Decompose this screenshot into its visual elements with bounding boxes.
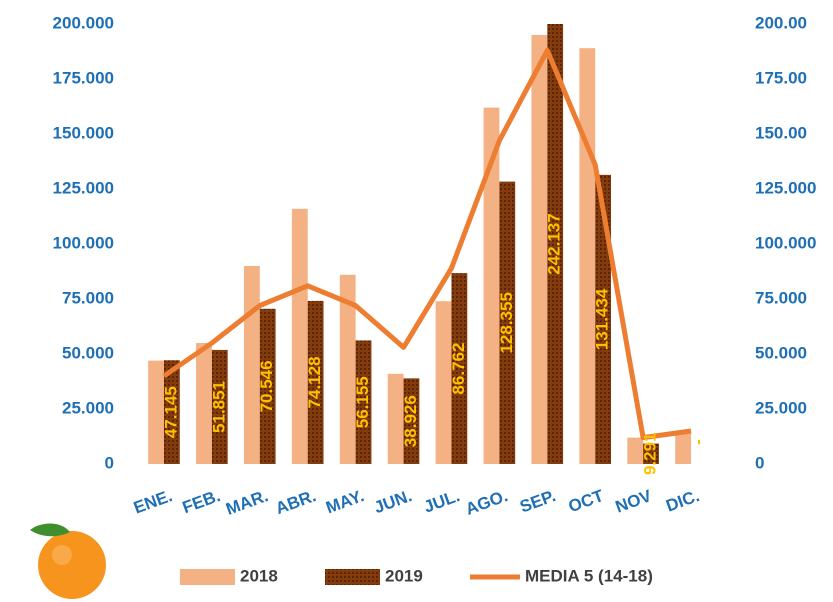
y-tick-label: 150.000	[53, 123, 114, 142]
bar	[355, 340, 372, 464]
y-tick-label: 0	[105, 453, 114, 472]
bar	[148, 360, 164, 464]
y-tick-label: 50.000	[62, 343, 114, 362]
value-label: 86.762	[449, 343, 468, 395]
y2-tick-label: 0	[755, 453, 764, 472]
orange-icon	[30, 523, 106, 599]
x-tick-label: MAR.	[223, 486, 270, 519]
y2-tick-label: 25.000	[755, 398, 807, 417]
value-label: 242.137	[545, 213, 564, 274]
bar	[579, 48, 596, 464]
plot-area	[148, 24, 692, 464]
value-label: 74.128	[305, 356, 324, 408]
legend-swatch	[325, 569, 380, 585]
y-tick-label: 125.000	[53, 178, 114, 197]
bar	[211, 349, 228, 464]
bar	[259, 308, 276, 464]
value-label: 9.291	[641, 433, 660, 476]
value-label: 47.145	[161, 386, 180, 438]
value-label: 38.926	[401, 395, 420, 447]
bar	[499, 181, 516, 464]
legend-label: 2019	[385, 566, 423, 585]
bar	[196, 343, 212, 464]
x-tick-label: NOV	[613, 486, 655, 517]
legend-label: MEDIA 5 (14-18)	[525, 566, 653, 585]
y2-tick-label: 100.000	[755, 233, 816, 252]
x-tick-label: SEP.	[517, 486, 558, 516]
x-tick-label: JUN.	[372, 486, 415, 517]
y-tick-label: 25.000	[62, 398, 114, 417]
value-label: 131.434	[593, 288, 612, 350]
bar	[403, 378, 420, 464]
y-tick-label: 75.000	[62, 288, 114, 307]
value-label: 56.155	[353, 376, 372, 428]
bar	[675, 433, 692, 464]
x-tick-label: JUL.	[421, 486, 462, 516]
x-tick-label: ABR.	[273, 486, 319, 518]
x-tick-label: AGO.	[463, 486, 510, 519]
value-label: 128.355	[497, 292, 516, 353]
legend-swatch	[180, 569, 235, 585]
bar	[531, 35, 548, 464]
bar	[483, 107, 500, 464]
x-tick-label: FEB.	[180, 486, 223, 517]
x-tick-label: ENE.	[131, 486, 175, 517]
y2-tick-label: 175.00	[755, 68, 807, 87]
bar	[435, 301, 452, 464]
line	[162, 47, 692, 441]
y2-tick-label: 150.00	[755, 123, 807, 142]
y2-tick-label: 75.000	[755, 288, 807, 307]
bar	[547, 24, 564, 464]
y-tick-label: 175.000	[53, 68, 114, 87]
bar	[339, 274, 356, 464]
value-label: 51.851	[209, 381, 228, 433]
bar	[387, 373, 404, 464]
y-tick-label: 200.000	[53, 13, 114, 32]
x-tick-label: OCT	[566, 486, 607, 516]
bar	[163, 360, 180, 464]
bar	[595, 174, 612, 464]
x-tick-label: DIC.	[663, 486, 701, 515]
bar	[643, 443, 659, 464]
value-label: 70.546	[257, 360, 276, 412]
y-tick-label: 100.000	[53, 233, 114, 252]
x-tick-label: MAY.	[323, 486, 366, 517]
bar	[307, 300, 324, 464]
bar	[451, 273, 468, 464]
y2-tick-label: 50.000	[755, 343, 807, 362]
bar	[291, 208, 308, 464]
legend-label: 2018	[240, 566, 278, 585]
bar	[627, 437, 644, 464]
y2-tick-label: 125.000	[755, 178, 816, 197]
y2-tick-label: 200.00	[755, 13, 807, 32]
value-label: -	[688, 439, 707, 445]
